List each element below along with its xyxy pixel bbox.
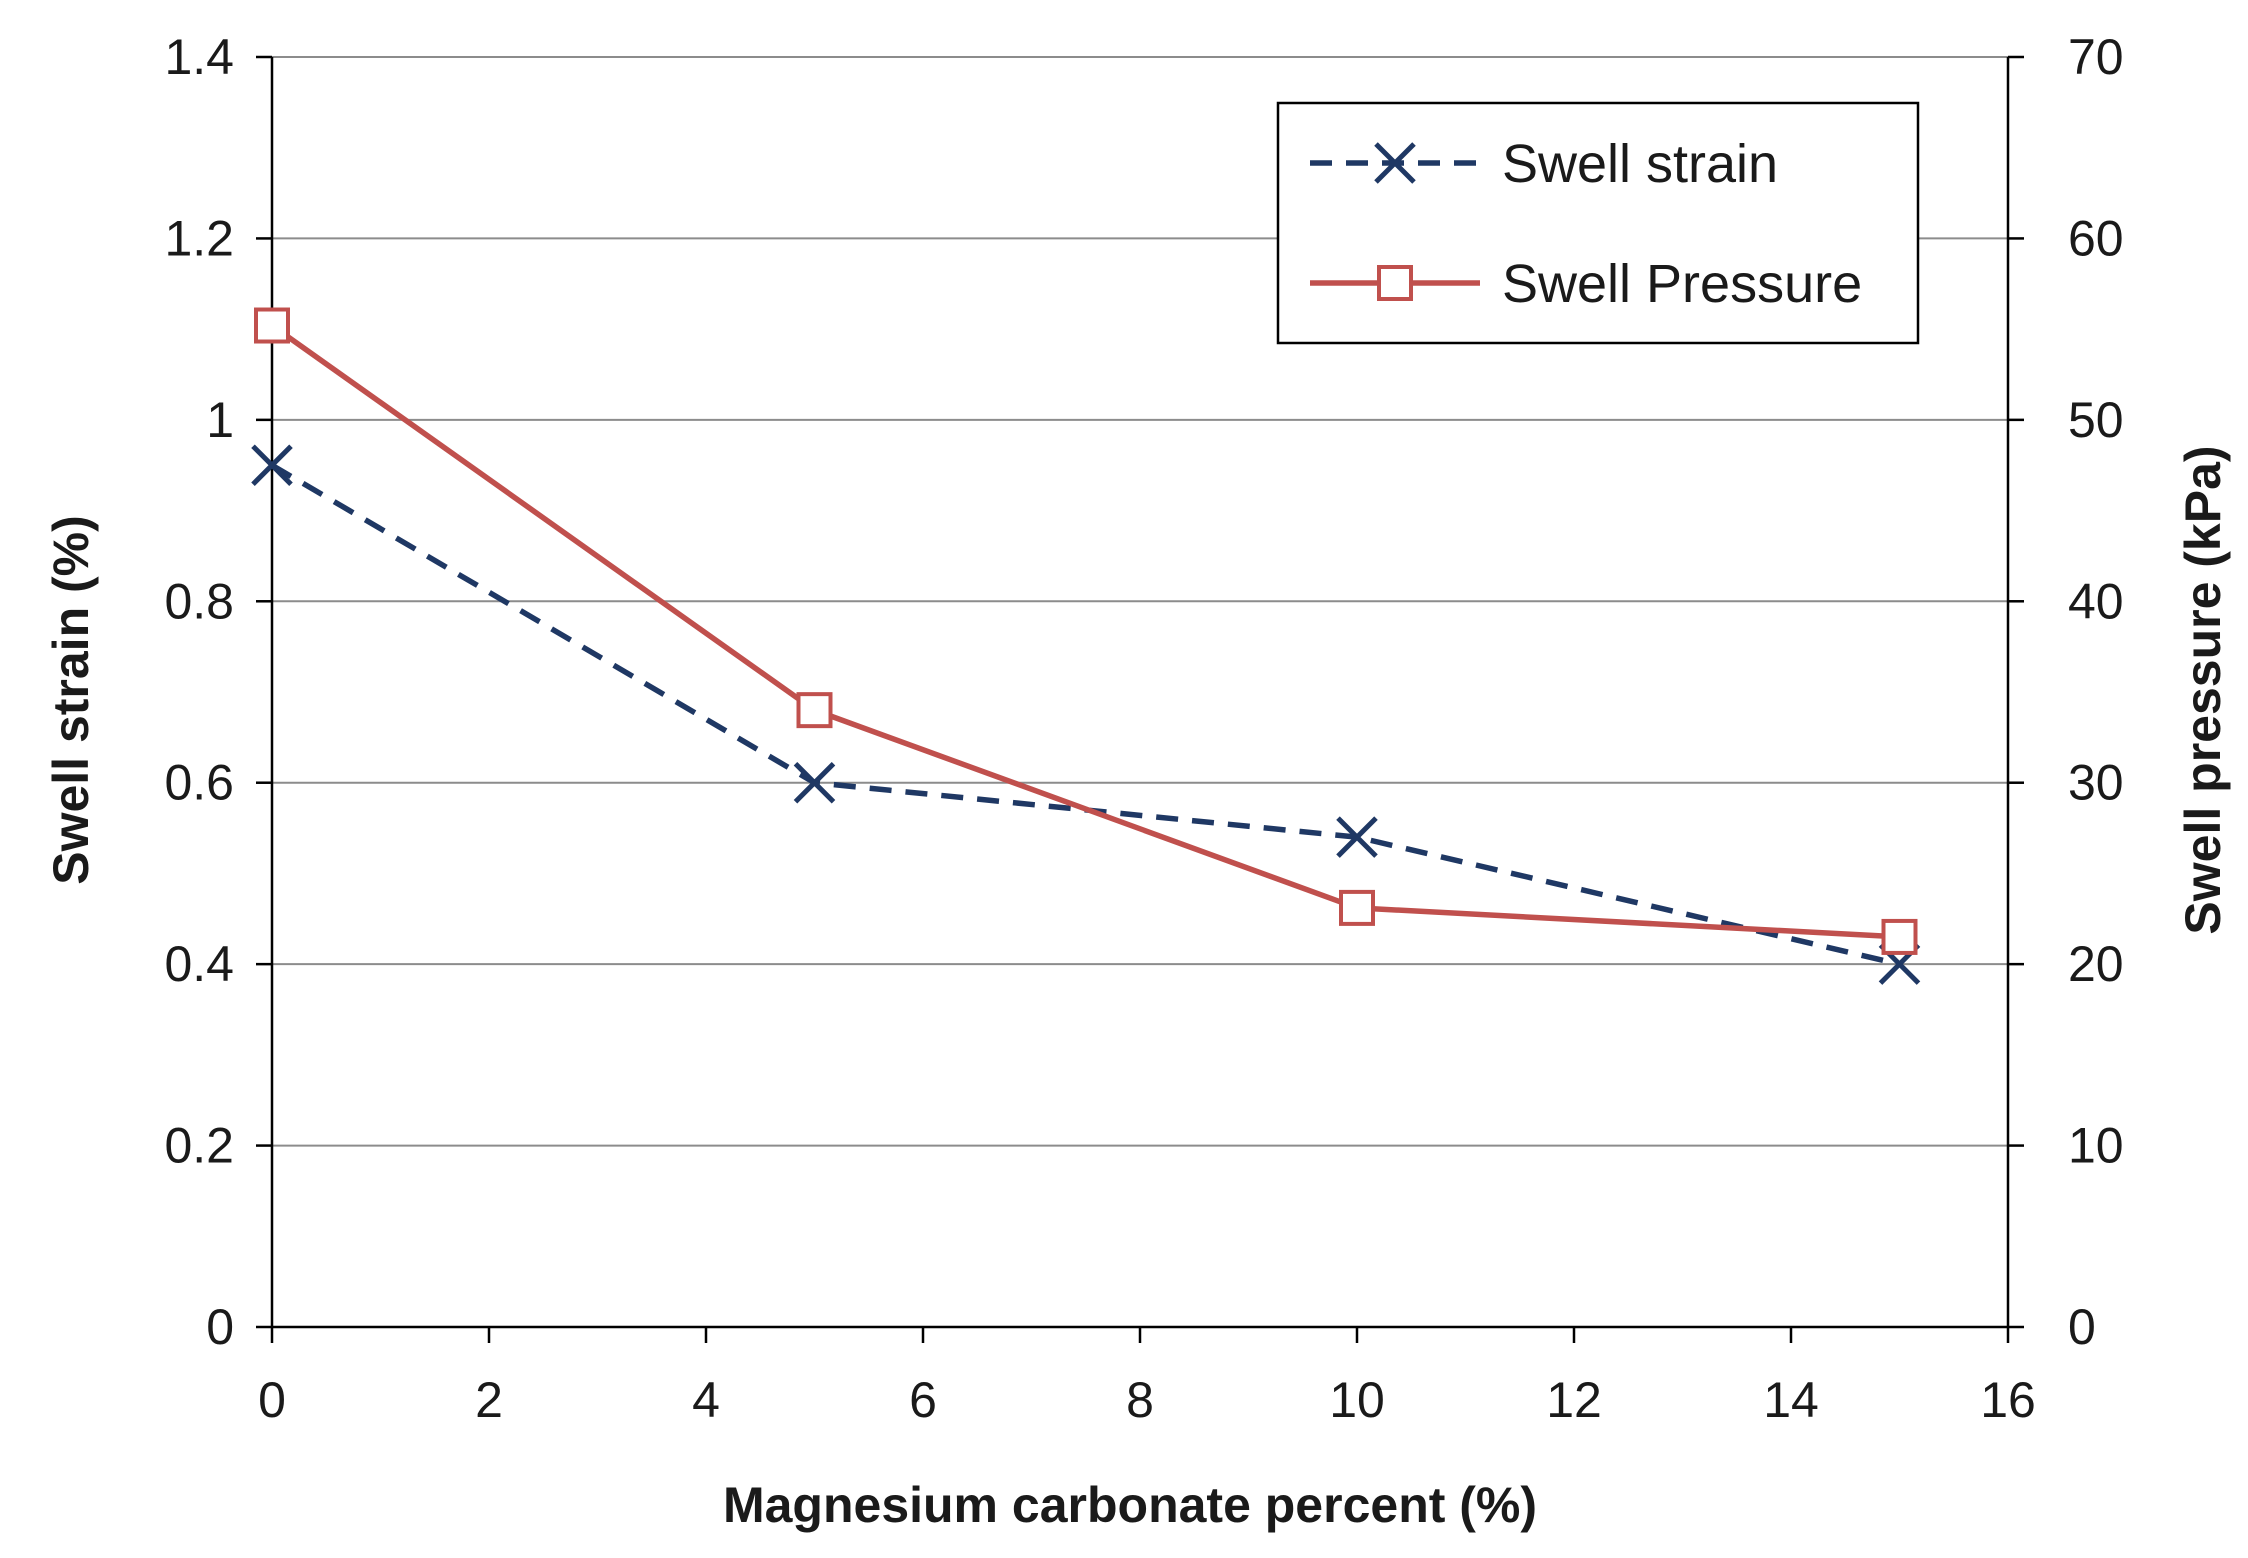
x-tick-label: 10 [1329, 1372, 1385, 1428]
y-right-tick-label: 10 [2068, 1118, 2124, 1174]
y-left-tick-label: 0.6 [164, 755, 234, 811]
x-tick-label: 6 [909, 1372, 937, 1428]
data-point-swell-strain [251, 444, 293, 486]
y-right-tick-label: 40 [2068, 573, 2124, 629]
legend-marker-shape [1374, 142, 1416, 184]
series [251, 307, 1921, 985]
series-line-swell-pressure [270, 323, 1900, 940]
series-line-swell-strain [270, 462, 1901, 967]
y-right-tick-label: 30 [2068, 755, 2124, 811]
data-point-swell-pressure [254, 307, 290, 344]
legend-label-swell-pressure: Swell Pressure [1502, 254, 1862, 314]
tick-labels: 0 0.2 0.4 0.6 0.8 1 1.2 1.4 0 10 20 30 40 50 60 70 0 2 4 6 8… [164, 29, 2123, 1428]
y-left-tick-label: 0 [206, 1299, 234, 1355]
gridlines [272, 56, 2008, 1147]
y-right-tick-label: 50 [2068, 392, 2124, 448]
y-left-tick-label: 0.8 [164, 573, 234, 629]
y-left-tick-label: 1 [206, 392, 234, 448]
y-right-tick-label: 0 [2068, 1299, 2096, 1355]
legend: Swell strain Swell Pressure [1276, 101, 1920, 345]
legend-marker-shape [1377, 265, 1413, 301]
y-left-tick-label: 1.4 [164, 29, 234, 85]
x-tick-label: 8 [1126, 1372, 1154, 1428]
data-point-swell-strain [793, 761, 836, 804]
data-point-swell-pressure [1881, 918, 1918, 955]
y-left-axis-title: Swell strain (%) [43, 515, 99, 885]
x-tick-label: 14 [1763, 1372, 1819, 1428]
y-right-tick-label: 70 [2068, 29, 2124, 85]
data-point-swell-pressure [796, 692, 833, 729]
data-point-swell-strain [1336, 816, 1378, 858]
data-point-swell-pressure [1339, 889, 1375, 926]
y-left-tick-label: 0.4 [164, 936, 234, 992]
y-left-tick-label: 1.2 [164, 210, 234, 266]
x-axis-title: Magnesium carbonate percent (%) [723, 1477, 1537, 1533]
x-tick-label: 0 [258, 1372, 286, 1428]
legend-box [1276, 101, 1920, 345]
legend-marker-swell-pressure [1377, 265, 1413, 301]
x-tick-label: 4 [692, 1372, 720, 1428]
x-tick-label: 2 [475, 1372, 503, 1428]
x-tick-label: 16 [1980, 1372, 2036, 1428]
y-left-tick-label: 0.2 [164, 1118, 234, 1174]
legend-label-swell-strain: Swell strain [1502, 134, 1778, 194]
y-right-tick-label: 60 [2068, 210, 2124, 266]
axes [256, 55, 2024, 1343]
y-right-tick-label: 20 [2068, 936, 2124, 992]
legend-marker-swell-strain [1374, 142, 1416, 184]
x-tick-label: 12 [1546, 1372, 1602, 1428]
y-right-axis-title: Swell pressure (kPa) [2175, 445, 2231, 934]
